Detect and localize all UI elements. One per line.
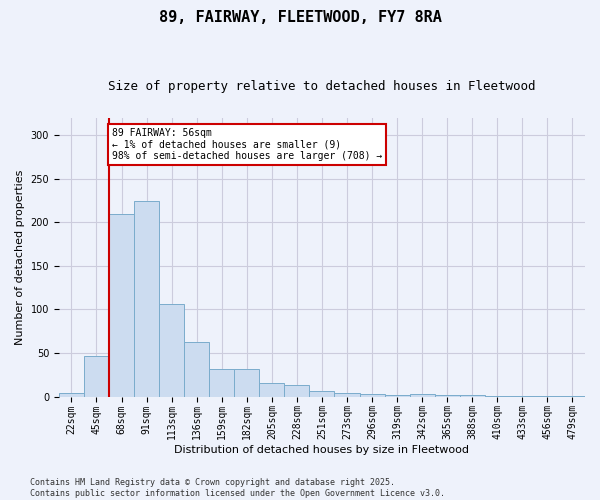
Bar bbox=[434, 395, 460, 396]
Bar bbox=[310, 392, 334, 396]
Y-axis label: Number of detached properties: Number of detached properties bbox=[15, 170, 25, 345]
Bar bbox=[334, 393, 359, 396]
X-axis label: Distribution of detached houses by size in Fleetwood: Distribution of detached houses by size … bbox=[175, 445, 469, 455]
Text: 89, FAIRWAY, FLEETWOOD, FY7 8RA: 89, FAIRWAY, FLEETWOOD, FY7 8RA bbox=[158, 10, 442, 25]
Bar bbox=[259, 384, 284, 396]
Bar bbox=[84, 356, 109, 397]
Bar bbox=[159, 304, 184, 396]
Text: Contains HM Land Registry data © Crown copyright and database right 2025.
Contai: Contains HM Land Registry data © Crown c… bbox=[30, 478, 445, 498]
Bar bbox=[59, 393, 84, 396]
Bar bbox=[134, 200, 159, 396]
Title: Size of property relative to detached houses in Fleetwood: Size of property relative to detached ho… bbox=[108, 80, 536, 93]
Bar bbox=[234, 368, 259, 396]
Bar bbox=[209, 368, 234, 396]
Bar bbox=[284, 385, 310, 396]
Bar bbox=[460, 395, 485, 396]
Bar bbox=[109, 214, 134, 396]
Bar bbox=[184, 342, 209, 396]
Bar bbox=[410, 394, 434, 396]
Bar bbox=[385, 395, 410, 396]
Bar bbox=[359, 394, 385, 396]
Text: 89 FAIRWAY: 56sqm
← 1% of detached houses are smaller (9)
98% of semi-detached h: 89 FAIRWAY: 56sqm ← 1% of detached house… bbox=[112, 128, 382, 162]
